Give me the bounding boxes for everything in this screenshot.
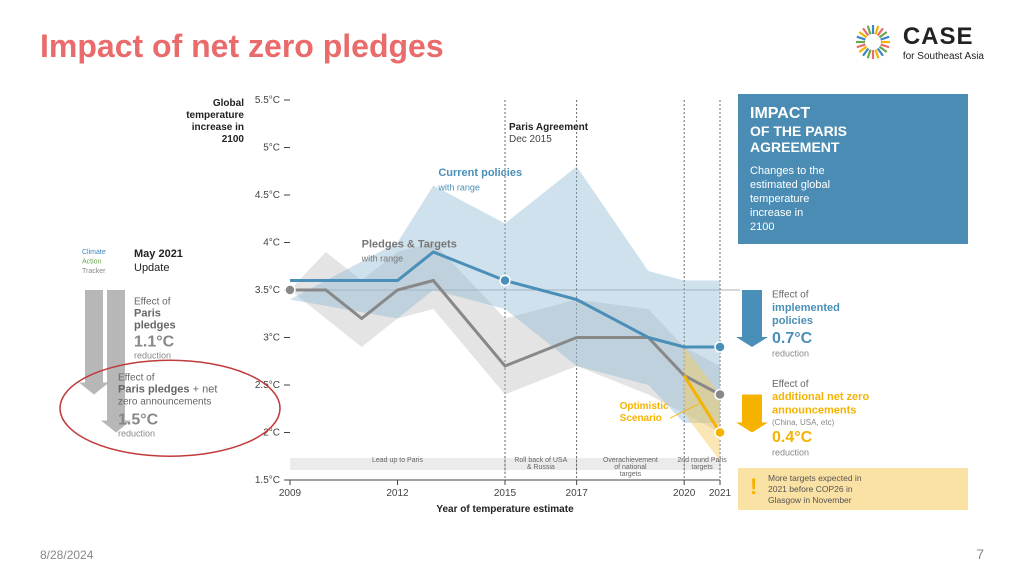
footer-date: 8/28/2024 xyxy=(40,548,93,562)
svg-text:Effect of: Effect of xyxy=(772,290,809,301)
svg-text:Roll back of USA: Roll back of USA xyxy=(514,457,567,464)
svg-text:2100: 2100 xyxy=(750,221,774,233)
svg-text:Update: Update xyxy=(134,262,169,274)
svg-text:Current policies: Current policies xyxy=(438,167,522,179)
svg-text:AGREEMENT: AGREEMENT xyxy=(750,139,840,155)
svg-text:announcements: announcements xyxy=(772,405,856,417)
svg-text:Effect of: Effect of xyxy=(118,372,155,383)
svg-text:Paris pledges + net: Paris pledges + net xyxy=(118,383,217,395)
svg-text:with range: with range xyxy=(361,254,404,264)
sun-logo-icon xyxy=(853,22,893,62)
svg-text:1.5°C: 1.5°C xyxy=(255,475,280,486)
svg-text:Climate: Climate xyxy=(82,249,106,256)
chart-svg: 1.5°C2°C2.5°C3°C3.5°C4°C4.5°C5°C5.5°CGlo… xyxy=(40,80,984,536)
svg-text:Glasgow in November: Glasgow in November xyxy=(768,495,852,505)
svg-text:2009: 2009 xyxy=(279,488,302,499)
svg-text:Overachievement: Overachievement xyxy=(603,457,658,464)
svg-text:Optimistic: Optimistic xyxy=(620,401,669,412)
chart: 1.5°C2°C2.5°C3°C3.5°C4°C4.5°C5°C5.5°CGlo… xyxy=(40,80,984,536)
svg-text:Tracker: Tracker xyxy=(82,268,106,275)
svg-text:Scenario: Scenario xyxy=(620,413,662,424)
svg-text:temperature: temperature xyxy=(750,193,809,205)
svg-text:& Russia: & Russia xyxy=(527,464,555,471)
svg-text:2017: 2017 xyxy=(566,488,589,499)
svg-text:4.5°C: 4.5°C xyxy=(255,190,280,201)
svg-text:targets: targets xyxy=(691,464,713,471)
svg-text:reduction: reduction xyxy=(772,349,809,359)
svg-text:!: ! xyxy=(750,474,757,499)
svg-text:0.7°C: 0.7°C xyxy=(772,330,813,347)
svg-text:3°C: 3°C xyxy=(263,333,280,344)
svg-text:reduction: reduction xyxy=(134,350,171,360)
svg-text:pledges: pledges xyxy=(134,319,176,331)
svg-text:0.4°C: 0.4°C xyxy=(772,429,813,446)
svg-text:5.5°C: 5.5°C xyxy=(255,95,280,106)
svg-text:Action: Action xyxy=(82,258,102,265)
svg-text:reduction: reduction xyxy=(772,447,809,457)
svg-text:Paris Agreement: Paris Agreement xyxy=(509,122,589,133)
svg-text:2021 before COP26 in: 2021 before COP26 in xyxy=(768,484,853,494)
svg-text:Dec 2015: Dec 2015 xyxy=(509,134,552,145)
svg-text:5°C: 5°C xyxy=(263,143,280,154)
svg-text:increase in: increase in xyxy=(192,122,244,133)
svg-text:OF THE PARIS: OF THE PARIS xyxy=(750,123,847,139)
svg-text:Paris: Paris xyxy=(134,307,161,319)
svg-text:implemented: implemented xyxy=(772,302,840,314)
svg-text:Year of temperature estimate: Year of temperature estimate xyxy=(436,504,574,515)
svg-text:of national: of national xyxy=(614,464,647,471)
svg-text:additional net zero: additional net zero xyxy=(772,391,869,403)
svg-text:targets: targets xyxy=(620,471,642,478)
logo-case-text: CASE xyxy=(903,23,984,51)
svg-text:policies: policies xyxy=(772,315,813,327)
svg-text:Pledges & Targets: Pledges & Targets xyxy=(362,238,457,250)
logo-sub-text: for Southeast Asia xyxy=(903,51,984,62)
svg-text:Effect of: Effect of xyxy=(772,379,809,390)
svg-text:increase in: increase in xyxy=(750,207,803,219)
svg-text:May 2021: May 2021 xyxy=(134,248,183,260)
logo: CASE for Southeast Asia xyxy=(853,22,984,62)
svg-text:temperature: temperature xyxy=(186,110,244,121)
svg-text:1.1°C: 1.1°C xyxy=(134,333,175,350)
svg-text:Lead up to Paris: Lead up to Paris xyxy=(372,457,423,464)
svg-text:2015: 2015 xyxy=(494,488,517,499)
svg-text:(China, USA, etc): (China, USA, etc) xyxy=(772,418,835,427)
slide: Impact of net zero pledges CASE for Sout… xyxy=(0,0,1024,576)
svg-text:3.5°C: 3.5°C xyxy=(255,285,280,296)
footer-page: 7 xyxy=(976,546,984,562)
svg-text:2021: 2021 xyxy=(709,488,732,499)
svg-text:1.5°C: 1.5°C xyxy=(118,411,159,428)
svg-text:estimated global: estimated global xyxy=(750,179,830,191)
svg-text:2012: 2012 xyxy=(386,488,409,499)
svg-text:Global: Global xyxy=(213,98,244,109)
svg-text:2100: 2100 xyxy=(222,134,245,145)
svg-text:Changes to the: Changes to the xyxy=(750,165,825,177)
svg-text:zero announcements: zero announcements xyxy=(118,396,211,407)
slide-title: Impact of net zero pledges xyxy=(40,28,984,65)
svg-text:More targets expected in: More targets expected in xyxy=(768,473,862,483)
svg-text:IMPACT: IMPACT xyxy=(750,105,810,122)
svg-text:reduction: reduction xyxy=(118,428,155,438)
svg-text:2020: 2020 xyxy=(673,488,696,499)
svg-text:2°C: 2°C xyxy=(263,428,280,439)
svg-text:4°C: 4°C xyxy=(263,238,280,249)
svg-text:with range: with range xyxy=(437,182,480,192)
svg-text:Effect of: Effect of xyxy=(134,296,171,307)
